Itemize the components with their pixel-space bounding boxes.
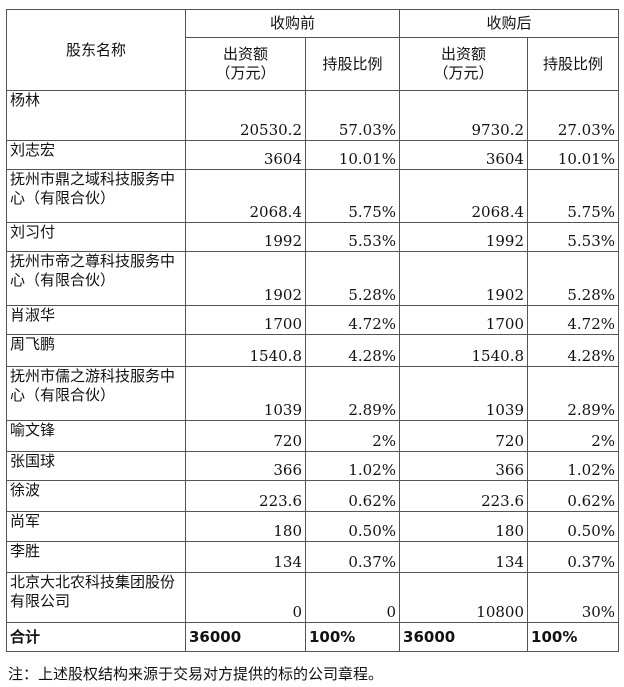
ratio-after: 5.75% — [527, 169, 620, 223]
header-before: 收购前 — [184, 9, 401, 38]
capital-before: 223.6 — [185, 480, 306, 512]
total-ratio-after: 100% — [527, 622, 620, 652]
total-capital-before: 36000 — [185, 622, 306, 652]
table-row: 徐波 223.6 0.62% 223.6 0.62% — [6, 480, 620, 512]
capital-before: 720 — [185, 420, 306, 452]
ratio-before: 2% — [304, 420, 401, 452]
ratio-after: 27.03% — [527, 90, 620, 141]
shareholding-table: 股东名称 收购前 收购后 出资额 （万元） 持股比例 出资额 （万元） 持股比例… — [6, 9, 620, 652]
capital-after: 1700 — [399, 305, 529, 335]
ratio-after: 5.28% — [527, 251, 620, 306]
capital-before: 1039 — [185, 366, 306, 421]
ratio-after: 4.72% — [527, 305, 620, 335]
ratio-after: 0.50% — [527, 511, 620, 542]
header-after: 收购后 — [399, 9, 620, 38]
capital-after: 2068.4 — [399, 169, 529, 223]
capital-after: 9730.2 — [399, 90, 529, 141]
ratio-before: 4.72% — [304, 305, 401, 335]
table-row: 刘习付 1992 5.53% 1992 5.53% — [6, 222, 620, 252]
shareholder-name: 杨林 — [6, 90, 186, 141]
shareholder-name: 抚州市儒之游科技服务中心（有限合伙） — [6, 366, 186, 421]
capital-before: 366 — [185, 451, 306, 481]
ratio-before: 57.03% — [304, 90, 401, 141]
capital-before: 1902 — [185, 251, 306, 306]
header-capital-after: 出资额 （万元） — [399, 37, 529, 91]
shareholder-name: 肖淑华 — [6, 305, 186, 335]
footnote: 注：上述股权结构来源于交易对方提供的标的公司章程。 — [8, 665, 384, 683]
table-row: 周飞鹏 1540.8 4.28% 1540.8 4.28% — [6, 334, 620, 367]
capital-after: 1992 — [399, 222, 529, 252]
shareholder-name: 抚州市鼎之域科技服务中心（有限合伙） — [6, 169, 186, 223]
shareholder-name: 刘志宏 — [6, 140, 186, 170]
table-row: 喻文锋 720 2% 720 2% — [6, 420, 620, 452]
header-shareholder-name: 股东名称 — [6, 9, 186, 91]
shareholder-name: 尚军 — [6, 511, 186, 542]
ratio-after: 4.28% — [527, 334, 620, 367]
shareholder-name: 喻文锋 — [6, 420, 186, 452]
total-capital-after: 36000 — [399, 622, 529, 652]
table-row: 尚军 180 0.50% 180 0.50% — [6, 511, 620, 542]
ratio-after: 1.02% — [527, 451, 620, 481]
total-row: 合计 36000 100% 36000 100% — [6, 622, 620, 652]
ratio-after: 2% — [527, 420, 620, 452]
ratio-before: 2.89% — [304, 366, 401, 421]
capital-after: 10800 — [399, 572, 529, 623]
table-row: 肖淑华 1700 4.72% 1700 4.72% — [6, 305, 620, 335]
ratio-before: 0.37% — [304, 541, 401, 573]
shareholder-name: 张国球 — [6, 451, 186, 481]
capital-after: 134 — [399, 541, 529, 573]
shareholder-name: 周飞鹏 — [6, 334, 186, 367]
capital-before: 20530.2 — [185, 90, 306, 141]
ratio-before: 0.62% — [304, 480, 401, 512]
capital-after: 3604 — [399, 140, 529, 170]
header-ratio-after: 持股比例 — [527, 37, 620, 91]
ratio-after: 0.37% — [527, 541, 620, 573]
table-row: 抚州市儒之游科技服务中心（有限合伙） 1039 2.89% 1039 2.89% — [6, 366, 620, 421]
ratio-before: 5.28% — [304, 251, 401, 306]
ratio-before: 10.01% — [304, 140, 401, 170]
ratio-before: 0 — [304, 572, 401, 623]
capital-before: 3604 — [185, 140, 306, 170]
table-row: 抚州市帝之尊科技服务中心（有限合伙） 1902 5.28% 1902 5.28% — [6, 251, 620, 306]
capital-before: 0 — [185, 572, 306, 623]
total-label: 合计 — [6, 622, 186, 652]
ratio-after: 5.53% — [527, 222, 620, 252]
shareholder-name: 刘习付 — [6, 222, 186, 252]
capital-after: 223.6 — [399, 480, 529, 512]
header-ratio-before: 持股比例 — [304, 37, 401, 91]
ratio-before: 5.53% — [304, 222, 401, 252]
table-row: 抚州市鼎之域科技服务中心（有限合伙） 2068.4 5.75% 2068.4 5… — [6, 169, 620, 223]
capital-before: 2068.4 — [185, 169, 306, 223]
ratio-after: 0.62% — [527, 480, 620, 512]
capital-after: 720 — [399, 420, 529, 452]
ratio-before: 1.02% — [304, 451, 401, 481]
shareholder-name: 北京大北农科技集团股份有限公司 — [6, 572, 186, 623]
ratio-after: 2.89% — [527, 366, 620, 421]
capital-before: 1540.8 — [185, 334, 306, 367]
total-ratio-before: 100% — [304, 622, 401, 652]
capital-after: 1902 — [399, 251, 529, 306]
table-row: 李胜 134 0.37% 134 0.37% — [6, 541, 620, 573]
capital-before: 1700 — [185, 305, 306, 335]
capital-before: 180 — [185, 511, 306, 542]
shareholder-name: 徐波 — [6, 480, 186, 512]
table-row: 杨林 20530.2 57.03% 9730.2 27.03% — [6, 90, 620, 141]
capital-after: 1540.8 — [399, 334, 529, 367]
capital-before: 134 — [185, 541, 306, 573]
ratio-after: 10.01% — [527, 140, 620, 170]
table-row: 刘志宏 3604 10.01% 3604 10.01% — [6, 140, 620, 170]
ratio-before: 4.28% — [304, 334, 401, 367]
table-row: 北京大北农科技集团股份有限公司 0 0 10800 30% — [6, 572, 620, 623]
capital-before: 1992 — [185, 222, 306, 252]
capital-after: 366 — [399, 451, 529, 481]
ratio-before: 5.75% — [304, 169, 401, 223]
header-capital-before: 出资额 （万元） — [185, 37, 306, 91]
table-row: 张国球 366 1.02% 366 1.02% — [6, 451, 620, 481]
capital-after: 180 — [399, 511, 529, 542]
ratio-after: 30% — [527, 572, 620, 623]
shareholder-name: 李胜 — [6, 541, 186, 573]
ratio-before: 0.50% — [304, 511, 401, 542]
shareholder-name: 抚州市帝之尊科技服务中心（有限合伙） — [6, 251, 186, 306]
capital-after: 1039 — [399, 366, 529, 421]
